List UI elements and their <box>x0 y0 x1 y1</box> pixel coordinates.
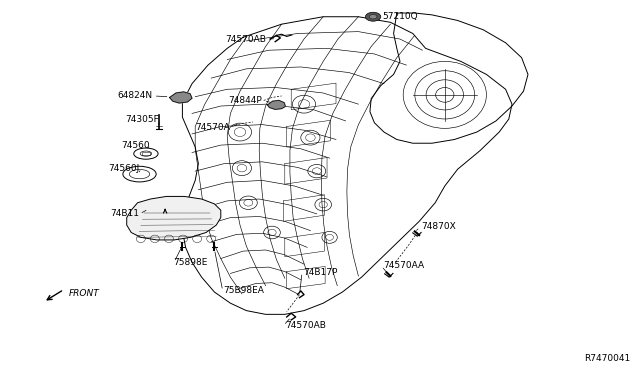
Text: 74570AA: 74570AA <box>383 262 424 270</box>
Text: 74B17P: 74B17P <box>303 268 338 277</box>
Text: 74570AB: 74570AB <box>285 321 326 330</box>
Polygon shape <box>268 100 285 109</box>
Text: 74870X: 74870X <box>421 222 456 231</box>
Text: 75898E: 75898E <box>173 258 207 267</box>
Text: 74570AB: 74570AB <box>225 35 266 44</box>
Text: 74560: 74560 <box>121 141 150 150</box>
Text: 74844P: 74844P <box>228 96 262 105</box>
Text: 64824N: 64824N <box>117 92 152 100</box>
Text: 74560J: 74560J <box>108 164 140 173</box>
Text: FRONT: FRONT <box>69 289 100 298</box>
Circle shape <box>365 12 381 21</box>
Text: 57210Q: 57210Q <box>383 12 419 21</box>
Text: 74570A: 74570A <box>196 123 230 132</box>
Text: 74305F: 74305F <box>125 115 159 124</box>
Text: 75B98EA: 75B98EA <box>223 286 264 295</box>
Text: 74B11: 74B11 <box>111 209 140 218</box>
Polygon shape <box>170 92 192 103</box>
Text: R7470041: R7470041 <box>584 354 630 363</box>
Polygon shape <box>127 196 221 240</box>
Circle shape <box>369 15 377 19</box>
